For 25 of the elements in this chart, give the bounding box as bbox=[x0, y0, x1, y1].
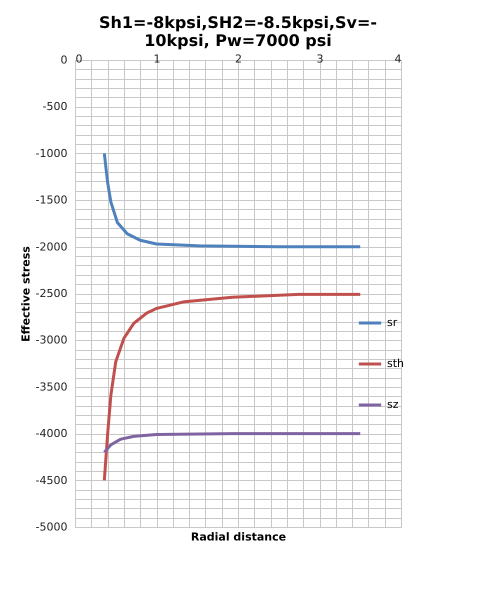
y-tick-label: -3500 bbox=[36, 380, 68, 394]
legend-label: sr bbox=[387, 316, 398, 329]
line-series bbox=[102, 432, 362, 454]
x-tick-label: 3 bbox=[316, 52, 324, 66]
legend-label: sz bbox=[387, 398, 399, 411]
x-tick-label: 1 bbox=[154, 52, 160, 66]
y-tick-label: -500 bbox=[42, 100, 68, 114]
y-tick-label: -3000 bbox=[36, 334, 68, 347]
y-tick-label: -2500 bbox=[36, 287, 68, 300]
y-tick-label: -4500 bbox=[36, 474, 68, 487]
y-axis-title: Effective stress bbox=[20, 246, 33, 342]
x-tick-label: 0 bbox=[76, 52, 82, 66]
text: Sh1=-8kpsi,SH2=-8.5kpsi,Sv=- bbox=[98, 13, 378, 32]
x-axis-title: Radial distance bbox=[190, 530, 286, 544]
y-tick-label: -1000 bbox=[36, 146, 68, 160]
y-tick-label: -5000 bbox=[36, 520, 68, 534]
legend-label: sth bbox=[387, 357, 404, 370]
line-series bbox=[102, 152, 362, 248]
x-tick-label: 2 bbox=[235, 52, 242, 66]
x-tick-label: 4 bbox=[394, 52, 402, 66]
y-tick-label: -4000 bbox=[36, 427, 68, 440]
y-tick-label: -2000 bbox=[36, 240, 68, 254]
text: 10kpsi, Pw=7000 psi bbox=[144, 31, 332, 50]
y-tick-label: -1500 bbox=[36, 194, 68, 207]
line-series bbox=[102, 292, 362, 482]
